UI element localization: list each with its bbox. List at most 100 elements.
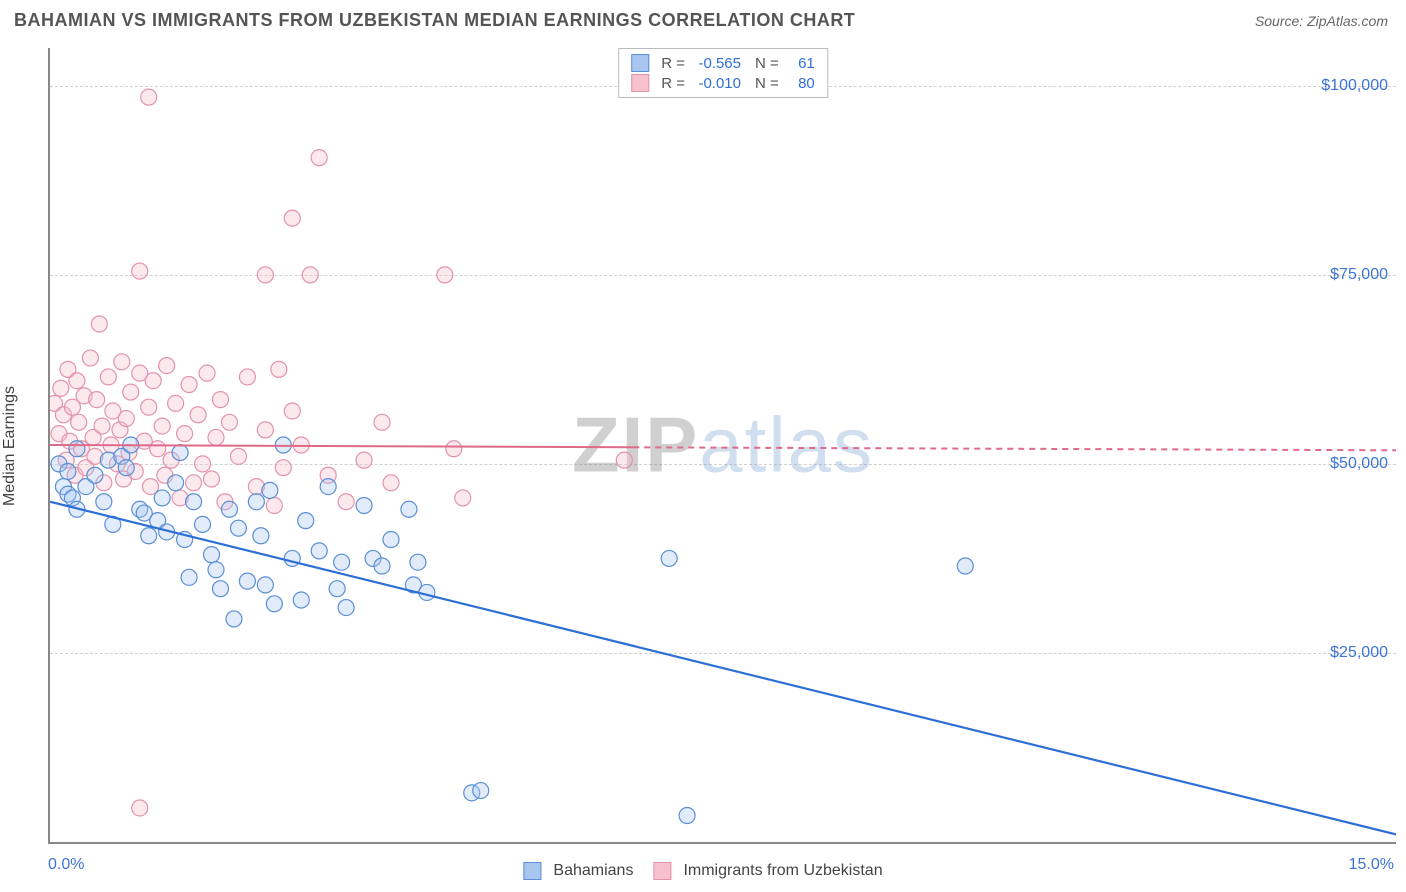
data-point xyxy=(150,441,166,457)
data-point xyxy=(186,494,202,510)
data-point xyxy=(311,543,327,559)
data-point xyxy=(679,808,695,824)
data-point xyxy=(195,456,211,472)
data-point xyxy=(181,377,197,393)
data-point xyxy=(437,267,453,283)
data-point xyxy=(275,460,291,476)
data-point xyxy=(473,783,489,799)
data-point xyxy=(96,494,112,510)
data-point xyxy=(145,373,161,389)
data-point xyxy=(338,600,354,616)
y-axis-label: Median Earnings xyxy=(1,386,19,506)
data-point xyxy=(132,800,148,816)
data-point xyxy=(334,554,350,570)
data-point xyxy=(266,596,282,612)
data-point xyxy=(69,373,85,389)
chart-header: BAHAMIAN VS IMMIGRANTS FROM UZBEKISTAN M… xyxy=(0,0,1406,37)
data-point xyxy=(141,528,157,544)
data-point xyxy=(356,452,372,468)
legend-row-series2: R = -0.010 N = 80 xyxy=(631,73,815,93)
x-axis-tick-max: 15.0% xyxy=(1349,856,1394,874)
data-point xyxy=(199,365,215,381)
data-point xyxy=(221,414,237,430)
legend-row-series1: R = -0.565 N = 61 xyxy=(631,53,815,73)
data-point xyxy=(195,516,211,532)
data-point xyxy=(230,448,246,464)
data-point xyxy=(154,490,170,506)
chart-title: BAHAMIAN VS IMMIGRANTS FROM UZBEKISTAN M… xyxy=(14,10,855,31)
data-point xyxy=(266,497,282,513)
data-point xyxy=(374,414,390,430)
data-point xyxy=(114,354,130,370)
data-point xyxy=(383,475,399,491)
r-label: R = xyxy=(661,55,685,72)
data-point xyxy=(262,482,278,498)
data-point xyxy=(132,263,148,279)
series-legend: Bahamians Immigrants from Uzbekistan xyxy=(523,862,882,880)
data-point xyxy=(168,395,184,411)
data-point xyxy=(204,547,220,563)
n-value-series2: 80 xyxy=(785,75,815,92)
data-point xyxy=(172,445,188,461)
legend-label-series1: Bahamians xyxy=(553,862,633,880)
r-value-series2: -0.010 xyxy=(691,75,741,92)
legend-label-series2: Immigrants from Uzbekistan xyxy=(683,862,882,880)
data-point xyxy=(253,528,269,544)
data-point xyxy=(661,550,677,566)
data-point xyxy=(159,358,175,374)
x-axis-tick-min: 0.0% xyxy=(48,856,84,874)
legend-swatch-icon xyxy=(523,862,541,880)
source-attribution: Source: ZipAtlas.com xyxy=(1255,13,1388,29)
data-point xyxy=(212,581,228,597)
data-point xyxy=(383,532,399,548)
data-point xyxy=(212,392,228,408)
data-point xyxy=(89,392,105,408)
data-point xyxy=(118,411,134,427)
data-point xyxy=(410,554,426,570)
data-point xyxy=(257,577,273,593)
r-label: R = xyxy=(661,75,685,92)
data-point xyxy=(154,418,170,434)
data-point xyxy=(82,350,98,366)
n-label: N = xyxy=(755,75,779,92)
data-point xyxy=(298,513,314,529)
r-value-series1: -0.565 xyxy=(691,55,741,72)
data-point xyxy=(302,267,318,283)
data-point xyxy=(239,573,255,589)
data-point xyxy=(230,520,246,536)
data-point xyxy=(221,501,237,517)
data-point xyxy=(204,471,220,487)
data-point xyxy=(401,501,417,517)
data-point xyxy=(239,369,255,385)
data-point xyxy=(94,418,110,434)
data-point xyxy=(190,407,206,423)
data-point xyxy=(168,475,184,491)
data-point xyxy=(141,399,157,415)
legend-swatch-series2 xyxy=(631,74,649,92)
data-point xyxy=(177,426,193,442)
data-point xyxy=(226,611,242,627)
data-point xyxy=(208,429,224,445)
chart-plot-area: ZIPatlas R = -0.565 N = 61 R = -0.010 N … xyxy=(48,48,1396,844)
data-point xyxy=(69,441,85,457)
data-point xyxy=(181,569,197,585)
data-point xyxy=(123,384,139,400)
data-point xyxy=(248,494,264,510)
legend-swatch-series1 xyxy=(631,54,649,72)
data-point xyxy=(208,562,224,578)
n-value-series1: 61 xyxy=(785,55,815,72)
data-point xyxy=(141,89,157,105)
data-point xyxy=(71,414,87,430)
data-point xyxy=(118,460,134,476)
data-point xyxy=(338,494,354,510)
data-point xyxy=(455,490,471,506)
data-point xyxy=(320,479,336,495)
data-point xyxy=(284,403,300,419)
data-point xyxy=(100,369,116,385)
data-point xyxy=(271,361,287,377)
data-point xyxy=(293,592,309,608)
source-name: ZipAtlas.com xyxy=(1307,13,1388,29)
data-point xyxy=(257,422,273,438)
data-point xyxy=(53,380,69,396)
data-point xyxy=(186,475,202,491)
